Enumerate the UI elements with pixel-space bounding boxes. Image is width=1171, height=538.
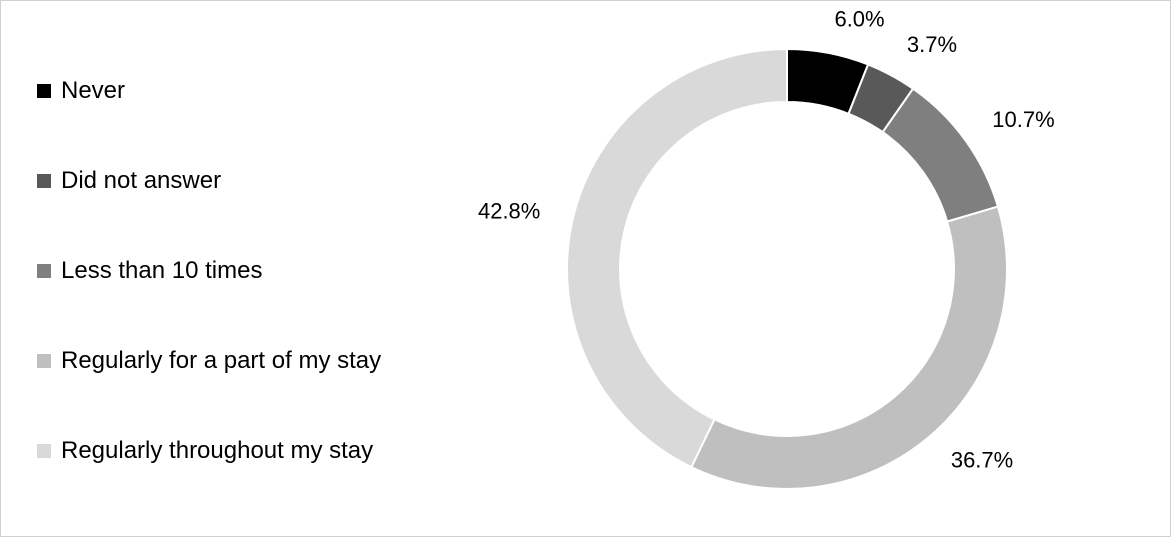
donut-slices	[566, 47, 1008, 490]
donut-slice	[566, 47, 788, 469]
legend-item-did-not-answer: Did not answer	[37, 161, 221, 201]
donut-slice	[881, 87, 1000, 223]
legend-label: Never	[61, 77, 126, 104]
legend-label: Less than 10 times	[61, 257, 263, 284]
legend-label: Did not answer	[61, 167, 222, 194]
legend-swatch	[37, 174, 51, 188]
data-label: 3.7%	[907, 32, 957, 57]
data-label: 36.7%	[951, 448, 1013, 473]
legend-swatch	[37, 354, 51, 368]
legend-item-never: Never	[37, 71, 125, 111]
legend-item-regularly-throughout-stay: Regularly throughout my stay	[37, 431, 373, 471]
legend-item-regularly-part-of-stay: Regularly for a part of my stay	[37, 341, 381, 381]
data-label: 6.0%	[834, 6, 884, 31]
data-label: 10.7%	[992, 107, 1054, 132]
legend-swatch	[37, 84, 51, 98]
donut-data-labels: 6.0% 3.7% 10.7% 36.7% 42.8%	[478, 6, 1055, 472]
legend-swatch	[37, 264, 51, 278]
legend-item-less-than-10-times: Less than 10 times	[37, 251, 262, 291]
legend-swatch	[37, 444, 51, 458]
donut-slice	[690, 205, 1008, 490]
legend-label: Regularly throughout my stay	[61, 437, 374, 464]
legend-label: Regularly for a part of my stay	[61, 347, 382, 374]
data-label: 42.8%	[478, 198, 540, 223]
